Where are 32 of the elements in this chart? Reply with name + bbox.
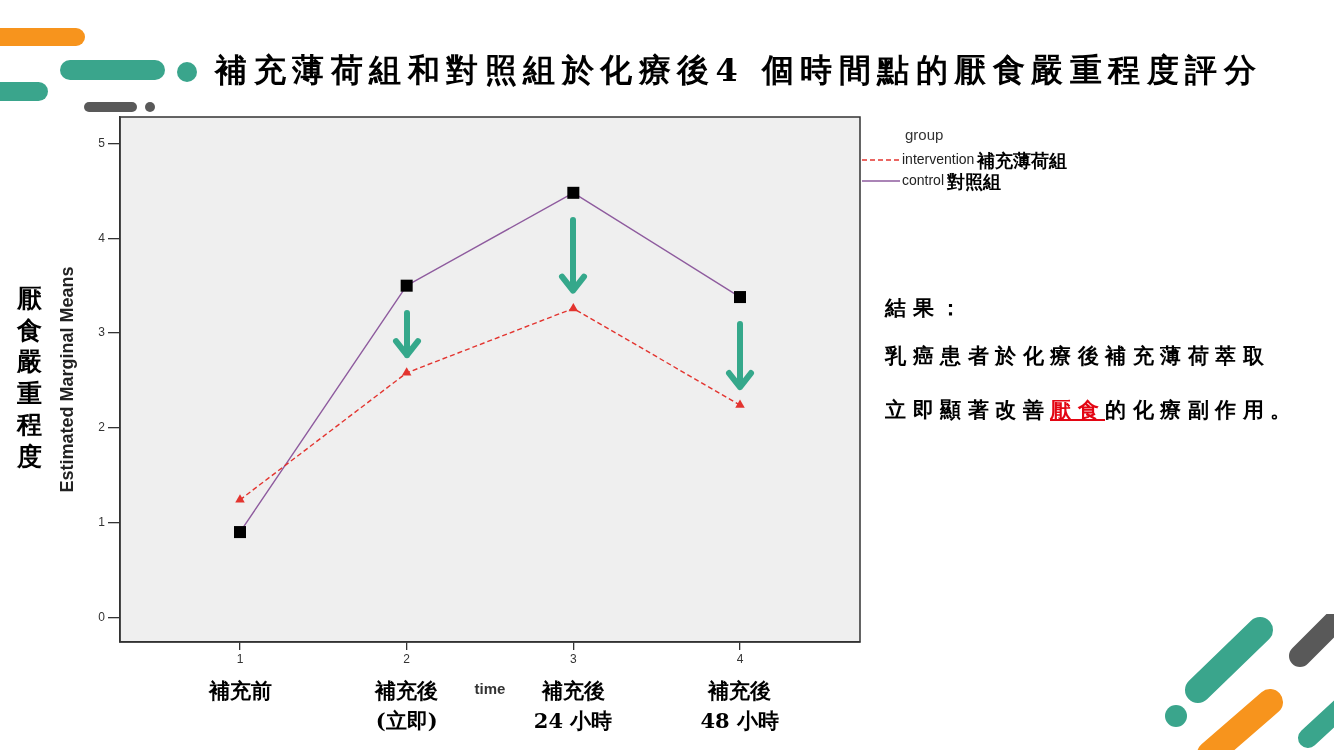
y-tick-label: 3 bbox=[98, 325, 106, 340]
y-tick-label: 1 bbox=[98, 514, 106, 529]
point bbox=[400, 279, 413, 292]
point bbox=[733, 291, 747, 304]
legend-title: group bbox=[905, 126, 944, 144]
point bbox=[735, 399, 745, 408]
y-tick-label: 2 bbox=[98, 420, 106, 435]
y-axis-title: Estimated Marginal Means bbox=[56, 266, 77, 493]
text: 的化療副作用。 bbox=[1105, 397, 1298, 422]
text: 厭食 bbox=[1050, 397, 1105, 422]
text: 立即顯著改善 bbox=[885, 397, 1050, 422]
point bbox=[567, 186, 580, 199]
text: 補充後 (立即) bbox=[375, 677, 439, 736]
point bbox=[401, 367, 412, 376]
chart-title: 補充薄荷組和對照組於化療後4 個時間點的厭食嚴重程度評分 bbox=[215, 51, 1263, 89]
y-tick-label: 5 bbox=[98, 135, 106, 150]
y-tick-label: 0 bbox=[98, 609, 106, 624]
text: 乳癌患者於化療後補充薄荷萃取 bbox=[885, 343, 1270, 368]
text: 補充後 48 小時 bbox=[700, 677, 780, 736]
point bbox=[233, 526, 247, 539]
x-tick-label: 2 bbox=[403, 651, 411, 666]
x-axis-title: time bbox=[474, 680, 506, 698]
text: 結果： bbox=[885, 295, 968, 320]
x-tick-label: 4 bbox=[736, 651, 744, 666]
y-tick-label: 4 bbox=[98, 230, 106, 245]
text: 補充後 24 小時 bbox=[533, 677, 613, 736]
x-tick-label: 3 bbox=[569, 651, 577, 666]
x-tick-label: 1 bbox=[236, 651, 244, 666]
point bbox=[235, 494, 245, 503]
text: 厭食嚴重程度 bbox=[17, 283, 43, 472]
point bbox=[568, 302, 579, 312]
text: 補充前 bbox=[208, 677, 272, 705]
